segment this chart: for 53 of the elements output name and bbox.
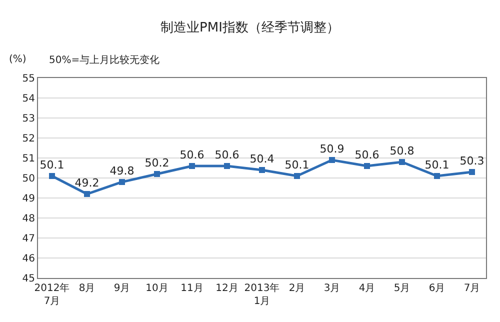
data-label: 50.6 [214, 148, 240, 162]
point [399, 159, 405, 165]
x-tick-label: 2月 [288, 283, 306, 294]
x-tick-label: 8月 [78, 283, 96, 294]
y-tick-label: 54 [22, 94, 35, 104]
data-label: 49.8 [110, 164, 134, 178]
data-label: 50.1 [424, 158, 450, 172]
x-tick-label: 5月 [394, 283, 410, 294]
x-tick-label: 3月 [324, 283, 340, 294]
point [189, 163, 195, 169]
point [259, 167, 265, 173]
y-tick-label: 51 [22, 154, 35, 164]
point [119, 179, 125, 185]
data-label: 50.1 [284, 158, 310, 172]
point [84, 191, 90, 197]
x-tick-label: 11月 [180, 283, 204, 294]
point [364, 163, 370, 169]
x-tick-label: 7月 [464, 283, 480, 294]
x-tick-label: 10月 [146, 283, 168, 294]
y-axis-title: (%) [9, 54, 26, 65]
data-label: 50.6 [180, 148, 204, 162]
x-tick-label: 6月 [428, 283, 446, 294]
data-label: 50.3 [460, 154, 484, 168]
data-label: 49.2 [74, 176, 100, 190]
text: 50%=与上月比较无变化 [49, 54, 160, 66]
y-tick-label: 55 [22, 74, 35, 84]
point [224, 163, 230, 169]
y-tick-label: 49 [22, 194, 35, 204]
y-tick-label: 47 [22, 234, 35, 244]
x-tick-label: 12月 [216, 283, 238, 294]
point [434, 173, 440, 179]
y-tick-label: 46 [22, 254, 35, 264]
data-label: 50.1 [40, 158, 64, 172]
y-tick-label: 45 [22, 274, 35, 284]
y-tick-label: 52 [22, 134, 35, 144]
data-label: 50.8 [390, 144, 414, 158]
point [49, 173, 55, 179]
point [329, 157, 335, 163]
data-label: 50.2 [144, 156, 170, 170]
point [469, 169, 475, 175]
point [154, 171, 160, 177]
data-label: 50.9 [320, 142, 344, 156]
x-tick-label: 2013年 1月 [244, 282, 280, 307]
y-tick-label: 50 [22, 174, 35, 184]
y-tick-label: 48 [22, 214, 35, 224]
y-tick-label: 53 [22, 114, 35, 124]
x-tick-label: 2012年 7月 [34, 282, 70, 307]
chart-title: 制造业PMI指数（经季节调整） [160, 20, 340, 36]
data-label: 50.4 [250, 152, 274, 166]
data-label: 50.6 [354, 148, 380, 162]
x-tick-label: 9月 [114, 283, 130, 294]
point [294, 173, 300, 179]
x-tick-label: 4月 [358, 283, 376, 294]
